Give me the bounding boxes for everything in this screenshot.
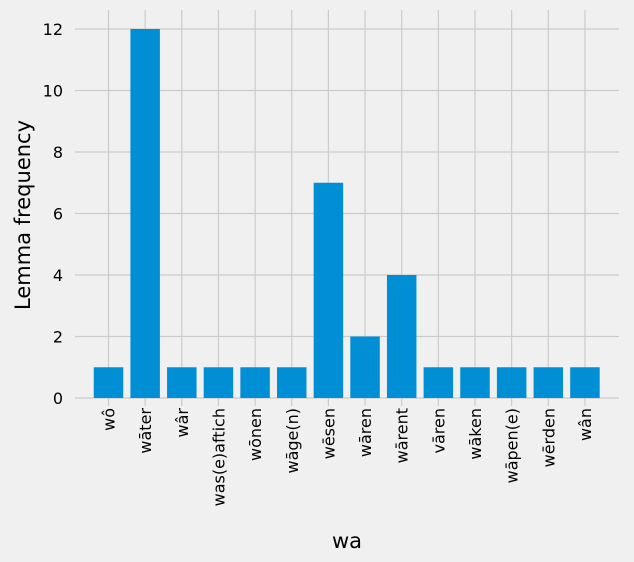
bar-2: [167, 367, 197, 398]
x-axis-label: wa: [332, 529, 362, 553]
bar-1: [130, 29, 160, 398]
y-tick-label: 6: [53, 205, 63, 224]
x-tick-label: wōnen: [246, 408, 265, 461]
bar-8: [386, 275, 417, 398]
x-tick-label: wân: [576, 408, 595, 441]
x-tick-label: wâr: [173, 408, 192, 438]
y-tick-label: 8: [53, 143, 63, 162]
x-tick-label: wērden: [539, 408, 558, 467]
x-tick-label: wāge(n): [283, 408, 302, 474]
y-tick-label: 10: [43, 82, 63, 101]
y-tick-label: 0: [53, 389, 63, 408]
y-tick-label: 4: [53, 266, 63, 285]
bars: [93, 29, 600, 398]
bar-3: [203, 367, 234, 398]
bar-5: [277, 367, 307, 398]
bar-12: [533, 367, 564, 398]
bar-7: [350, 336, 380, 398]
x-tick-label: wāpen(e): [503, 408, 522, 483]
y-tick-label: 12: [43, 20, 63, 39]
y-tick-labels: 0 2 4 6 8 10 12: [43, 20, 63, 408]
x-tick-label: wô: [100, 408, 119, 431]
y-axis-label: Lemma frequency: [11, 120, 35, 310]
y-tick-label: 2: [53, 328, 63, 347]
bar-9: [423, 367, 454, 398]
bar-4: [240, 367, 270, 398]
x-tick-labels: wô wāter wâr was(e)aftich wōnen wāge(n) wēsen w…: [100, 408, 595, 507]
x-tick-label: wārent: [393, 408, 412, 463]
bar-0: [93, 367, 124, 398]
x-tick-label: wāken: [466, 408, 485, 460]
bar-10: [460, 367, 490, 398]
x-tick-label: wāren: [356, 408, 375, 457]
x-tick-label: was(e)aftich: [209, 408, 228, 506]
x-tick-label: wēsen: [319, 408, 338, 459]
bar-11: [496, 367, 527, 398]
x-tick-label: vāren: [429, 408, 448, 453]
x-tick-label: wāter: [136, 408, 155, 454]
bar-13: [570, 367, 600, 398]
bar-6: [313, 182, 344, 398]
